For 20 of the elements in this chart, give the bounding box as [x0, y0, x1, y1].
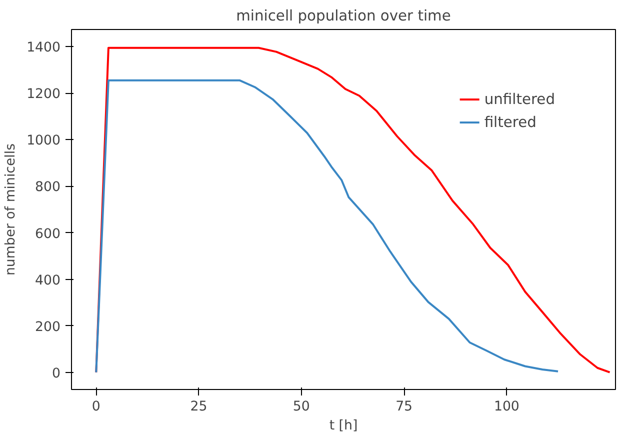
x-tick-label: 0: [92, 400, 100, 414]
legend-label: unfiltered: [484, 90, 555, 108]
y-tick-label: 0: [52, 366, 61, 382]
y-tick-label: 800: [35, 180, 61, 196]
line-series: [95, 79, 560, 374]
y-tick-label: 1400: [26, 40, 61, 56]
y-tick-label: 400: [35, 273, 61, 288]
chart-title: minicell population over time: [236, 8, 451, 24]
legend-label: filtered: [484, 114, 536, 130]
x-axis-title: t [h]: [329, 418, 358, 434]
x-tick-label: 50: [292, 400, 310, 414]
line-series: [95, 46, 611, 374]
x-tick-label: 25: [190, 400, 208, 414]
x-tick-label: 75: [396, 400, 413, 414]
y-tick-label: 1200: [26, 87, 61, 102]
x-tick-label: 100: [494, 400, 520, 414]
y-tick-label: 600: [35, 226, 61, 242]
y-tick-label: 1000: [26, 134, 61, 149]
y-axis-title: number of minicells: [4, 143, 19, 276]
y-tick-label: 200: [35, 320, 61, 335]
